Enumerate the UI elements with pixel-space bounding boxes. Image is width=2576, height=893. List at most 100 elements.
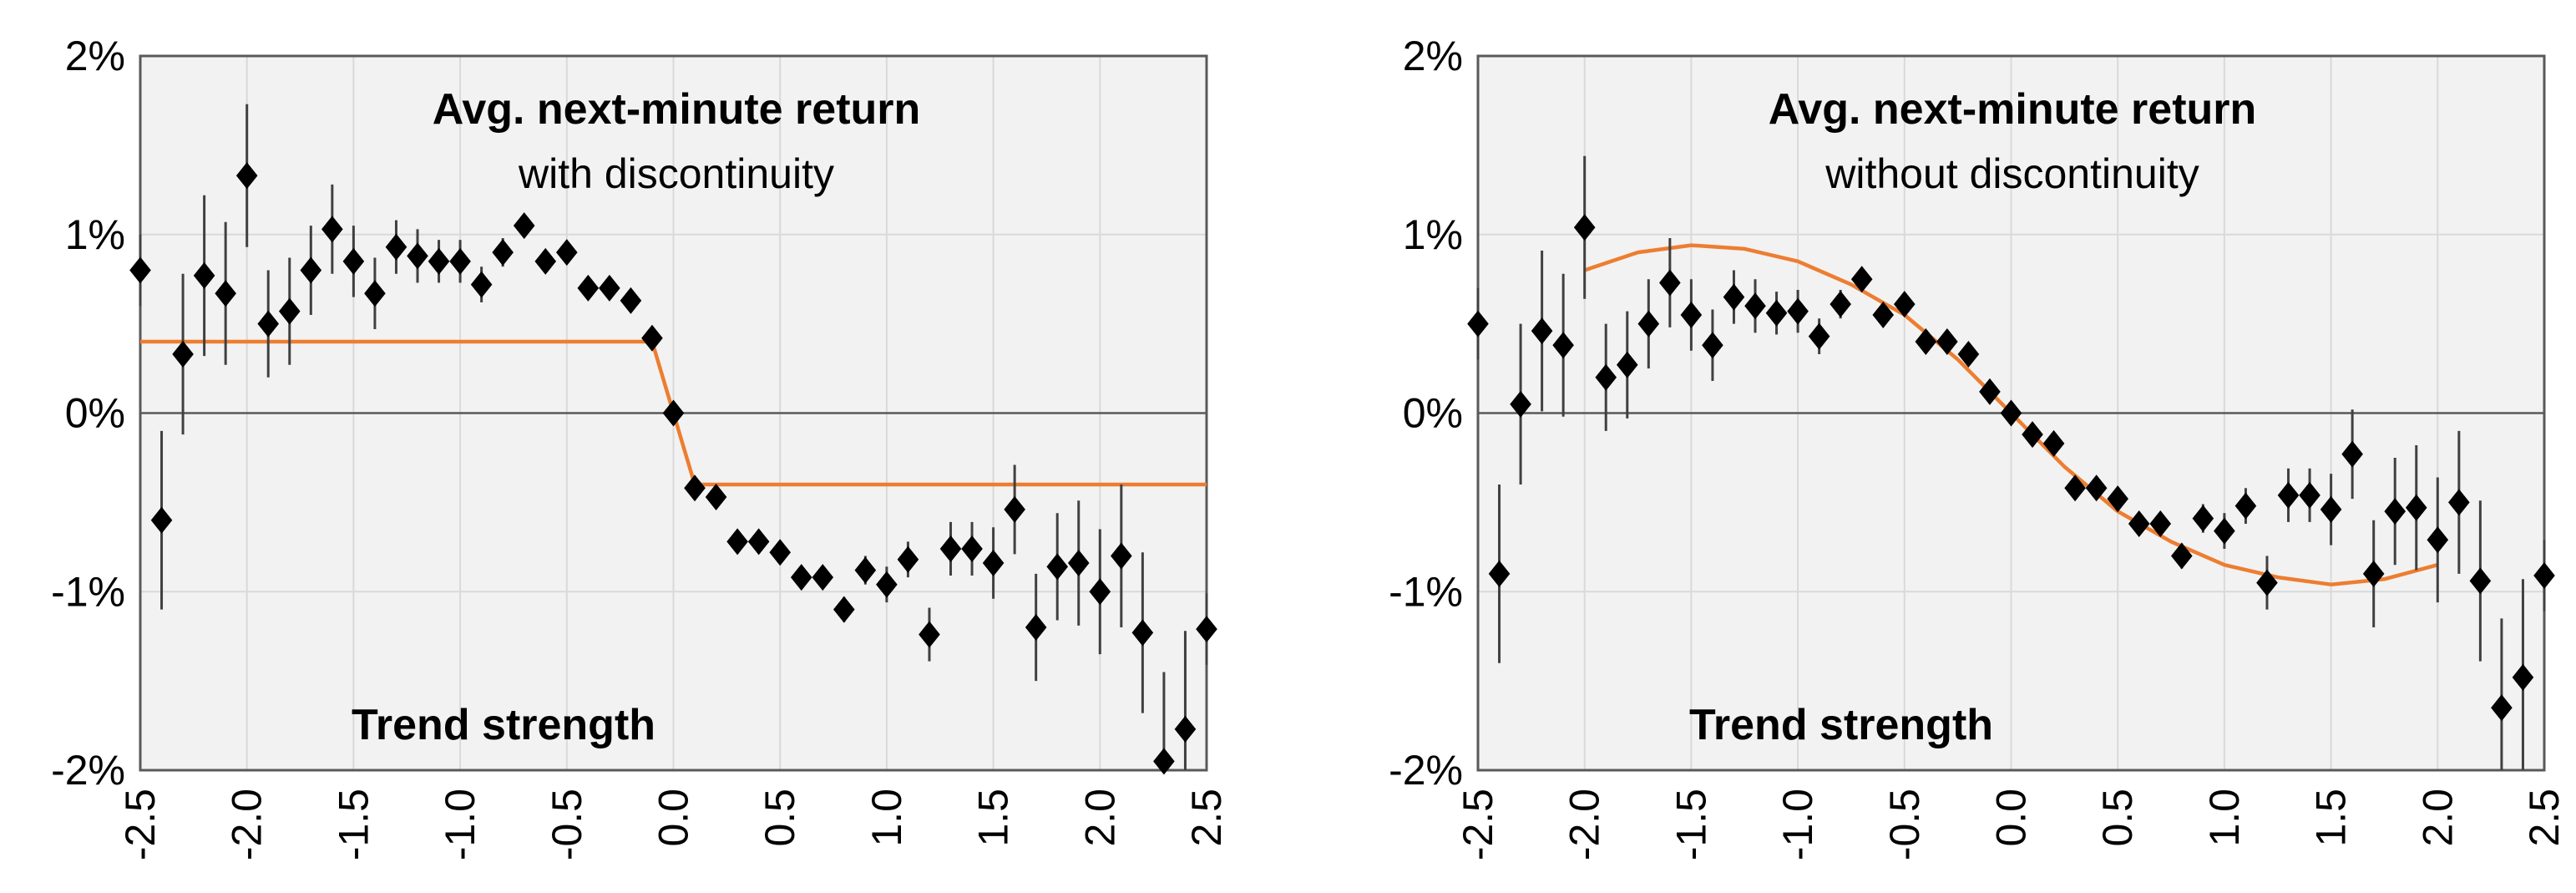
data-point (492, 239, 514, 266)
y-tick-label: -2% (1389, 747, 1463, 794)
x-tick-label: -1.0 (1774, 789, 1821, 860)
data-point (897, 545, 919, 573)
data-point (1510, 390, 1531, 418)
data-point (2085, 474, 2108, 502)
data-point (534, 247, 557, 275)
data-point (2320, 495, 2342, 523)
data-point (1936, 328, 1958, 355)
x-tick-label: 0.5 (757, 789, 803, 847)
data-point (172, 340, 194, 368)
x-tick-label: 0.5 (2094, 789, 2141, 847)
data-point (449, 247, 471, 275)
chart-1: 2% 1% 0% -1% -2%-2.5 -2.0 -1.5 -1.0 -0.5 0.0 0.5 1.… (51, 33, 1230, 860)
y-tick-label: 1% (1403, 211, 1463, 258)
x-tick-label: 0.0 (1988, 789, 2035, 847)
data-point (2022, 421, 2043, 449)
x-tick-label: -0.5 (544, 789, 590, 860)
data-point (1850, 266, 1873, 293)
data-point (982, 550, 1005, 577)
data-point (2405, 494, 2427, 521)
x-tick-label: -0.5 (1881, 789, 1928, 860)
x-tick-label: -1.5 (330, 789, 377, 860)
x-tick-label: -2.0 (1561, 789, 1608, 860)
y-tick-label: -1% (51, 568, 125, 615)
data-point (2149, 510, 2172, 538)
data-point (1196, 616, 1217, 643)
data-point (1573, 214, 1596, 241)
data-point (385, 233, 407, 261)
data-point (129, 256, 151, 284)
chart-subtitle: with discontinuity (518, 150, 834, 197)
data-point (150, 506, 173, 534)
plot-border (139, 54, 1208, 772)
data-point (193, 261, 215, 289)
data-point (364, 280, 386, 307)
data-point (1723, 283, 1745, 311)
data-point (1174, 715, 1197, 743)
x-axis-label: Trend strength (352, 701, 655, 749)
data-point (2384, 498, 2406, 525)
x-tick-label: 2.0 (1076, 789, 1123, 847)
data-point (2362, 560, 2385, 587)
data-point (2533, 562, 2555, 590)
data-point (1488, 560, 1511, 587)
data-point (1111, 542, 1132, 570)
data-point (2299, 481, 2320, 509)
x-tick-label: -2.0 (224, 789, 271, 860)
data-point (812, 564, 834, 591)
x-tick-label: 1.0 (2201, 789, 2248, 847)
data-point (599, 274, 620, 302)
data-point (1957, 340, 1980, 368)
data-point (919, 621, 940, 648)
data-point (1872, 301, 1895, 328)
data-point (2192, 505, 2214, 532)
data-point (705, 483, 727, 510)
data-point (854, 556, 877, 584)
data-point (2512, 663, 2534, 691)
data-point (1637, 310, 1660, 337)
data-point (1025, 614, 1047, 641)
data-point (726, 528, 748, 556)
x-tick-label: -2.5 (117, 789, 164, 860)
data-point (577, 274, 600, 302)
x-tick-label: 2.0 (2414, 789, 2461, 847)
data-point (1979, 378, 2001, 405)
data-point (1153, 748, 1175, 775)
x-axis-label: Trend strength (1689, 701, 1993, 749)
data-point (769, 539, 791, 566)
data-point (1595, 363, 1617, 391)
data-point (1744, 292, 1766, 320)
data-point (2000, 399, 2022, 427)
chart-title: Avg. next-minute return (433, 85, 921, 134)
chart-2: 2% 1% 0% -1% -2%-2.5 -2.0 -1.5 -1.0 -0.5 0.0 0.5 1.… (1389, 33, 2568, 860)
data-point (2042, 429, 2065, 457)
data-point (790, 564, 812, 591)
data-point (684, 474, 706, 502)
data-point (1702, 332, 1723, 359)
data-point (428, 247, 450, 275)
data-point (1067, 550, 1090, 577)
data-point (961, 535, 983, 562)
data-point (747, 528, 770, 556)
data-point (1046, 553, 1069, 581)
data-point (278, 297, 301, 325)
y-tick-label: 1% (65, 211, 125, 258)
data-point (1616, 351, 1638, 378)
data-point (876, 571, 898, 598)
data-point (1131, 619, 1154, 647)
data-point (1787, 297, 1809, 325)
x-tick-label: 1.5 (2308, 789, 2355, 847)
data-point (1467, 310, 1489, 337)
data-point (1915, 328, 1937, 355)
x-tick-label: 1.5 (970, 789, 1017, 847)
data-point (833, 596, 855, 623)
data-point (342, 247, 365, 275)
data-point (2171, 542, 2193, 570)
data-point (1830, 291, 1851, 318)
data-point (300, 256, 322, 284)
x-tick-label: -1.0 (437, 789, 483, 860)
data-point (1680, 301, 1703, 328)
data-point (1765, 299, 1788, 327)
data-point (662, 399, 685, 427)
data-point (2469, 567, 2492, 595)
